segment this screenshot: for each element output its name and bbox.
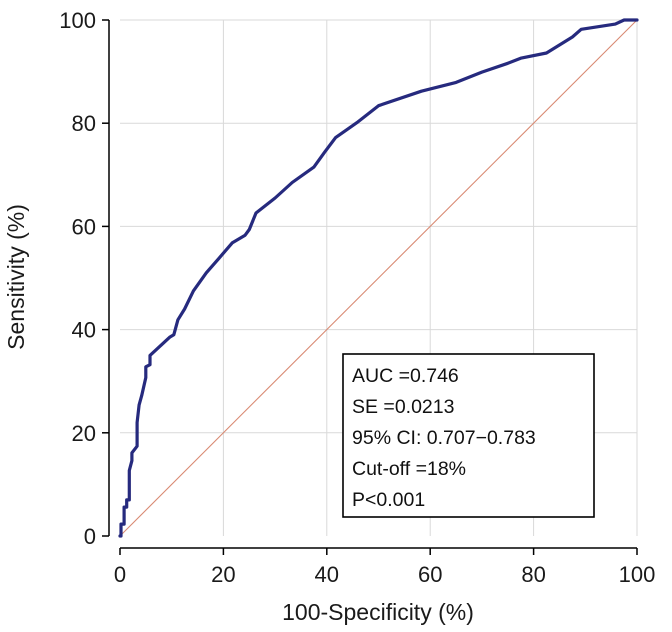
stats-box: AUC =0.746 SE =0.0213 95% CI: 0.707−0.78… [342, 353, 595, 518]
roc-series-layer [118, 18, 639, 538]
x-axis-title: 100-Specificity (%) [282, 599, 474, 625]
y-axis-title: Sensitivity (%) [3, 204, 29, 350]
stat-auc: AUC =0.746 [352, 365, 459, 387]
y-tick-label-60: 60 [72, 214, 96, 239]
y-tick-label-80: 80 [72, 111, 96, 136]
x-tick-label-100: 100 [619, 562, 656, 587]
y-ticks: 0 20 40 60 80 100 [59, 8, 109, 549]
y-tick-label-0: 0 [84, 524, 96, 549]
stat-p-value: P<0.001 [352, 489, 425, 511]
x-tick-label-0: 0 [114, 562, 126, 587]
x-tick-label-20: 20 [211, 562, 235, 587]
stat-cutoff: Cut-off =18% [352, 458, 466, 480]
reference-line-layer [119, 19, 638, 537]
roc-curve-line [118, 18, 639, 538]
axes [108, 20, 637, 549]
x-ticks: 0 20 40 60 80 100 [114, 548, 655, 587]
y-tick-label-40: 40 [72, 318, 96, 343]
stat-ci: 95% CI: 0.707−0.783 [352, 427, 536, 449]
x-tick-label-80: 80 [521, 562, 545, 587]
stats-box-frame [342, 353, 595, 518]
x-tick-label-60: 60 [418, 562, 442, 587]
y-tick-label-20: 20 [72, 421, 96, 446]
y-tick-label-100: 100 [59, 8, 96, 33]
stat-se: SE =0.0213 [352, 396, 454, 418]
reference-diagonal-line [119, 19, 638, 537]
x-tick-label-40: 40 [315, 562, 339, 587]
